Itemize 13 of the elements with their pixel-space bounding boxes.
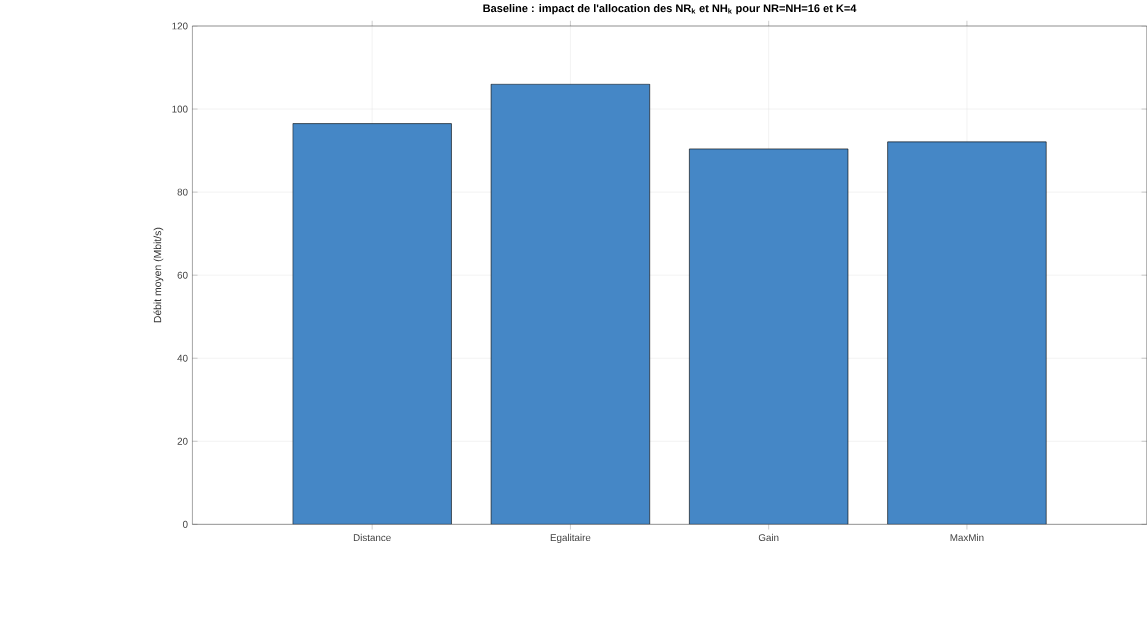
y-tick-label: 80 [177,188,188,196]
y-tick-label: 100 [172,105,188,113]
x-tick-label: Gain [758,533,779,542]
y-tick-label: 60 [177,271,188,279]
y-tick-label: 40 [177,354,188,362]
y-axis-title: Débit moyen (Mbit/s) [153,227,164,323]
y-tick-label: 20 [177,437,188,445]
y-tick-label: 0 [182,520,188,528]
x-tick-label: Egalitaire [550,533,591,544]
x-tick-label: Distance [353,533,391,542]
y-tick-label: 120 [172,22,188,30]
chart-title: Baseline : impact de l'allocation des NR$_{k}$ et NH$_{k}$ pour NR=NH=16 et K=4 [483,4,857,15]
x-tick-label: MaxMin [950,533,984,542]
